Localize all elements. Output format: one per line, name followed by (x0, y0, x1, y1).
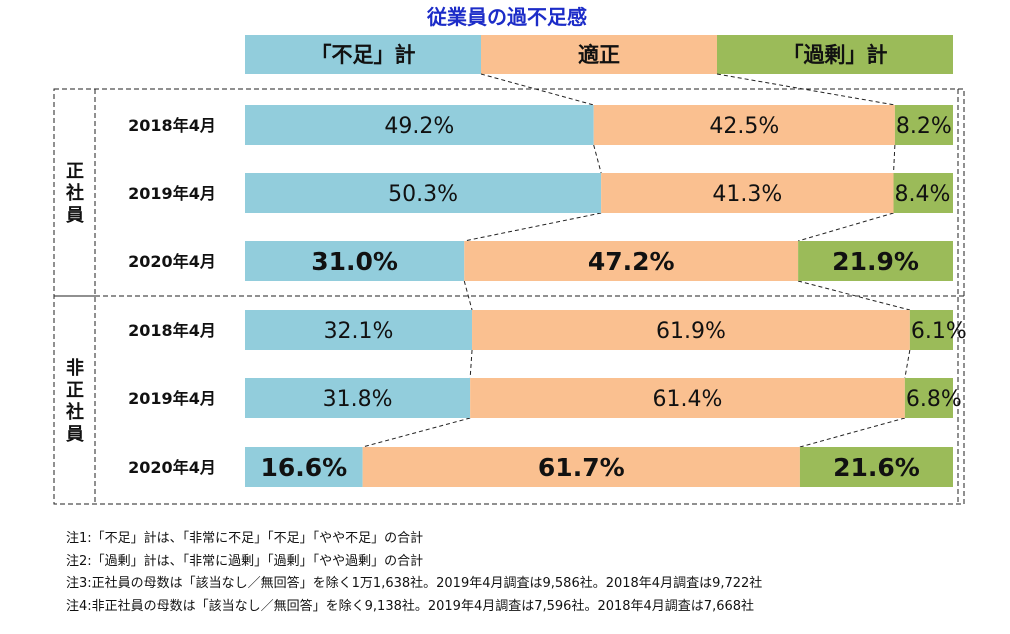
data-label: 8.2% (896, 114, 952, 139)
connector-line (716, 73, 895, 106)
bar-segment-surplus (798, 241, 953, 281)
data-label: 61.7% (538, 453, 625, 482)
bar-segment-surplus (799, 447, 953, 487)
row-label: 2019年4月 (128, 389, 216, 408)
bar-segment-shortage (245, 310, 473, 350)
footnotes: 注1:「不足」計は、「非常に不足」「不足」「やや不足」の合計 注2:「過剰」計は… (66, 528, 762, 618)
data-label: 6.1% (911, 319, 967, 344)
group-label-char: 員 (65, 424, 84, 445)
data-label: 41.3% (712, 182, 782, 207)
row-label: 2020年4月 (128, 458, 216, 477)
labels: 2018年4月 49.2% 42.5% 8.2% 2019年4月 50.3% 41.3% 8.… (128, 114, 967, 482)
bar-segment-shortage (245, 105, 594, 145)
note-1: 注1:「不足」計は、「非常に不足」「不足」「やや不足」の合計 (66, 531, 424, 546)
bar-segment-shortage (245, 447, 363, 487)
group-label-char: 正 (66, 161, 84, 182)
group-label-char: 社 (66, 401, 84, 423)
connector-line (797, 212, 894, 242)
data-label: 16.6% (260, 453, 347, 482)
connector-line (469, 349, 473, 379)
data-label: 31.0% (311, 247, 398, 276)
bar-segment-surplus (894, 105, 953, 145)
bar-segment-surplus (909, 310, 953, 350)
bar-segment-adequate (464, 241, 799, 281)
group-label-char: 社 (66, 182, 84, 204)
bar-segment-adequate (601, 173, 894, 213)
row-label: 2018年4月 (128, 321, 216, 340)
data-label: 61.9% (656, 319, 726, 344)
connector-line (797, 280, 910, 311)
group-label-char: 非 (66, 357, 84, 379)
bar-segment-surplus (904, 378, 953, 418)
data-label: 21.6% (833, 453, 920, 482)
bar-segment-adequate (362, 447, 800, 487)
data-label: 61.4% (653, 387, 723, 412)
legend-label-1: 「不足」計 (311, 43, 416, 67)
data-label: 49.2% (384, 114, 454, 139)
bar-segment-adequate (470, 378, 905, 418)
bar-segment-adequate (593, 105, 895, 145)
data-label: 21.9% (832, 247, 919, 276)
row-label: 2018年4月 (128, 116, 216, 135)
connector-line (464, 212, 602, 242)
data-label: 6.8% (906, 387, 962, 412)
note-3: 注3:正社員の母数は「該当なし／無回答」を除く1万1,638社。2019年4月調… (66, 576, 763, 591)
connector-line (893, 144, 896, 174)
bar-segment-adequate (472, 310, 910, 350)
legend-label-2: 適正 (578, 43, 620, 67)
data-label: 47.2% (588, 247, 675, 276)
legend-swatch-1 (245, 35, 481, 74)
connector-line (593, 144, 602, 174)
legend-label-3: 「過剰」計 (783, 43, 888, 67)
connector-line (904, 349, 911, 379)
data-label: 8.4% (895, 182, 951, 207)
bar-segment-shortage (245, 173, 602, 213)
data-label: 42.5% (709, 114, 779, 139)
data-label: 50.3% (388, 182, 458, 207)
legend-swatch-3 (717, 35, 953, 74)
data-label: 32.1% (324, 319, 394, 344)
connector-lines (362, 73, 911, 448)
bar-segment-shortage (245, 378, 471, 418)
bar-segment-surplus (893, 173, 953, 213)
chart-title: 従業員の過不足感 (426, 5, 587, 29)
group-label-2: 非正社員 (65, 357, 84, 445)
row-label: 2019年4月 (128, 184, 216, 203)
connector-line (480, 73, 594, 106)
note-2: 注2:「過剰」計は、「非常に過剰」「過剰」「やや過剰」の合計 (66, 553, 424, 569)
legend: 「不足」計 適正 「過剰」計 (245, 35, 953, 74)
group-label-char: 員 (65, 205, 84, 226)
group-label-char: 正 (66, 380, 84, 401)
bar-segment-shortage (245, 241, 465, 281)
connector-line (463, 280, 473, 311)
legend-swatch-2 (481, 35, 717, 74)
bars (245, 105, 953, 487)
group-label-1: 正社員 (65, 161, 84, 226)
row-label: 2020年4月 (128, 252, 216, 271)
connector-line (799, 417, 905, 448)
connector-line (362, 417, 471, 448)
note-4: 注4:非正社員の母数は「該当なし／無回答」を除く9,138社。2019年4月調査… (66, 598, 755, 614)
data-label: 31.8% (323, 387, 393, 412)
